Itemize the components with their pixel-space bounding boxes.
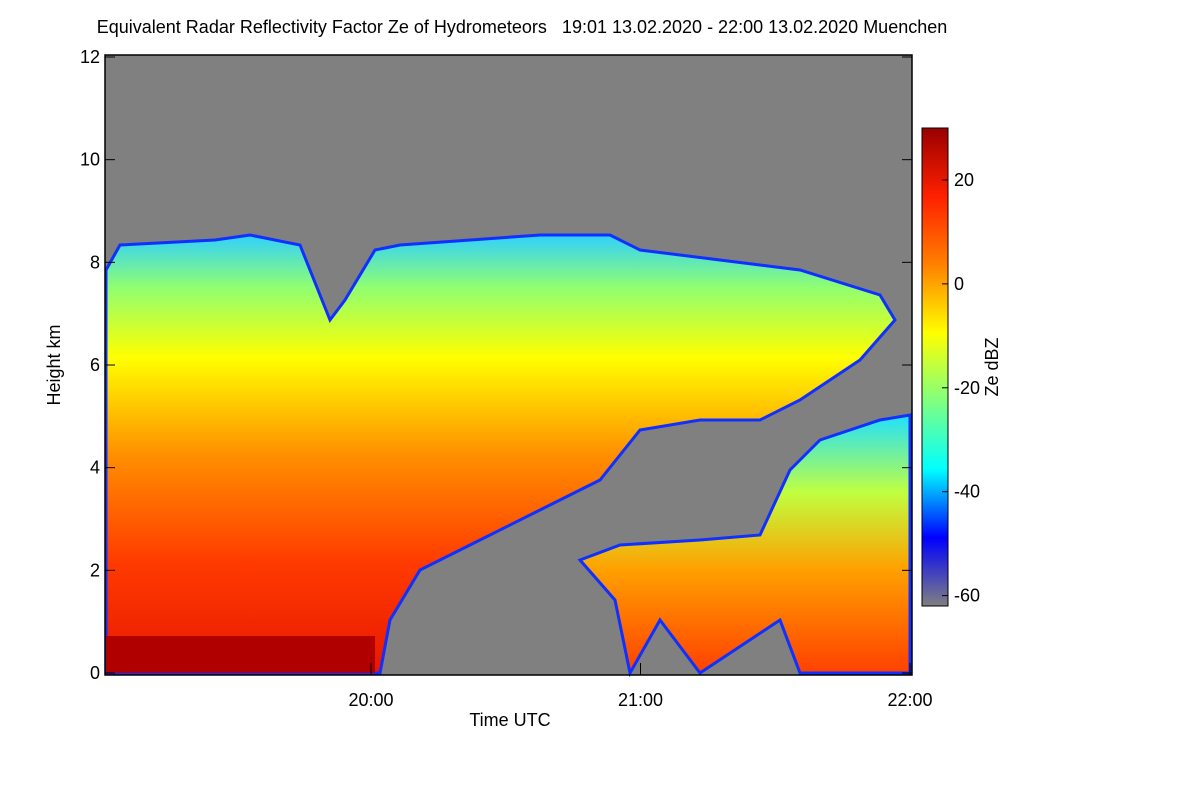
- echo-region: [104, 233, 897, 675]
- x-tick-label: 20:00: [348, 690, 393, 710]
- colorbar-label: Ze dBZ: [982, 337, 1002, 396]
- x-tick-label: 21:00: [618, 690, 663, 710]
- y-tick-label: 8: [90, 252, 100, 272]
- y-tick-label: 4: [90, 458, 100, 478]
- y-axis-label: Height km: [44, 324, 64, 405]
- y-tick-label: 10: [80, 150, 100, 170]
- colorbar-tick-label: -20: [954, 378, 980, 398]
- y-tick-label: 0: [90, 663, 100, 683]
- x-axis-label: Time UTC: [469, 710, 550, 730]
- echo-region: [106, 636, 375, 673]
- colorbar-tick-label: -40: [954, 482, 980, 502]
- colorbar-tick-label: 0: [954, 274, 964, 294]
- colorbar: [921, 127, 949, 607]
- y-tick-label: 6: [90, 355, 100, 375]
- chart-title: Equivalent Radar Reflectivity Factor Ze …: [97, 17, 948, 37]
- x-tick-label: 22:00: [887, 690, 932, 710]
- colorbar-tick-label: -60: [954, 586, 980, 606]
- y-tick-label: 12: [80, 47, 100, 67]
- colorbar-tick-label: 20: [954, 170, 974, 190]
- echo-region: [577, 413, 912, 678]
- y-tick-label: 2: [90, 560, 100, 580]
